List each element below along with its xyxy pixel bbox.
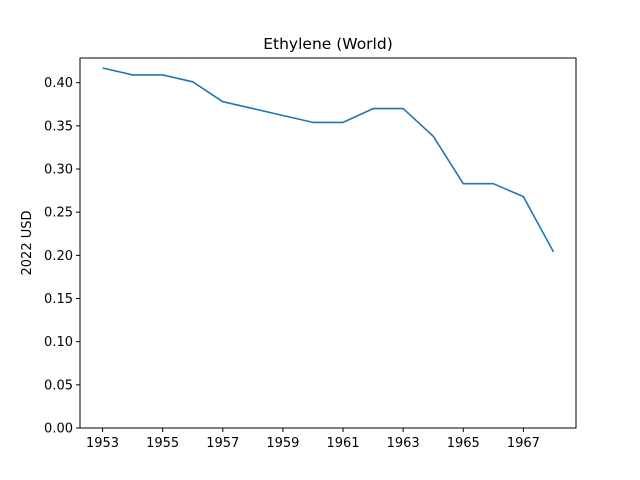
y-tick-label: 0.20 — [44, 249, 73, 264]
y-tick-label: 0.25 — [44, 206, 73, 221]
chart-title: Ethylene (World) — [263, 35, 393, 53]
series-line — [102, 67, 555, 253]
plot-area: 0.00 0.05 0.10 0.15 0.20 0.25 0.30 0.35 0.40 1953… — [44, 57, 577, 451]
y-tick-label: 0.05 — [44, 378, 73, 393]
y-tick-label: 0.30 — [44, 163, 73, 178]
x-tick-label: 1953 — [86, 436, 119, 451]
x-tick-label: 1959 — [266, 436, 299, 451]
y-tick-label: 0.15 — [44, 292, 73, 307]
x-tick-label: 1963 — [387, 436, 420, 451]
y-axis-label: 2022 USD — [20, 211, 35, 276]
y-tick-label: 0.10 — [44, 335, 73, 350]
x-tick-label: 1957 — [206, 436, 239, 451]
y-tick-label: 0.00 — [44, 422, 73, 437]
x-tick-label: 1955 — [146, 436, 179, 451]
x-tick-label: 1961 — [326, 436, 359, 451]
y-tick-label: 0.35 — [44, 119, 73, 134]
x-tick-label: 1967 — [507, 436, 540, 451]
x-tick-label: 1965 — [447, 436, 480, 451]
y-tick-label: 0.40 — [44, 76, 73, 91]
axes-frame — [79, 57, 577, 429]
